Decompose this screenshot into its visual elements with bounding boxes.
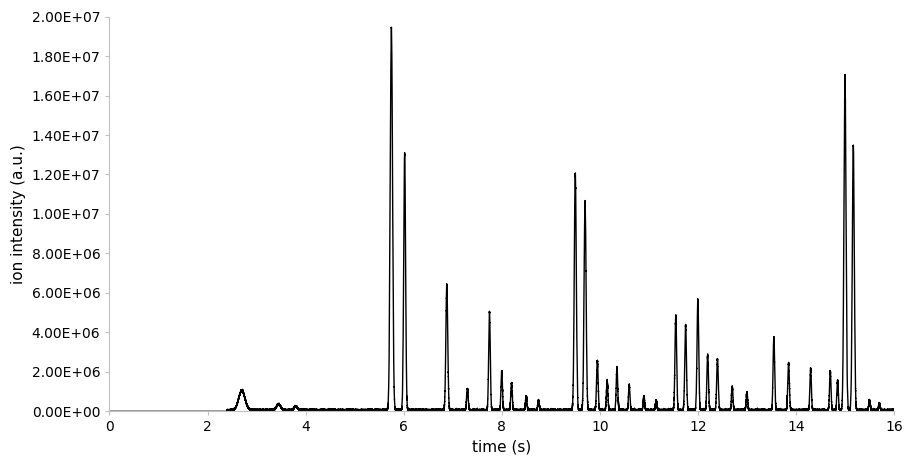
- X-axis label: time (s): time (s): [473, 440, 531, 455]
- Y-axis label: ion intensity (a.u.): ion intensity (a.u.): [11, 144, 27, 284]
